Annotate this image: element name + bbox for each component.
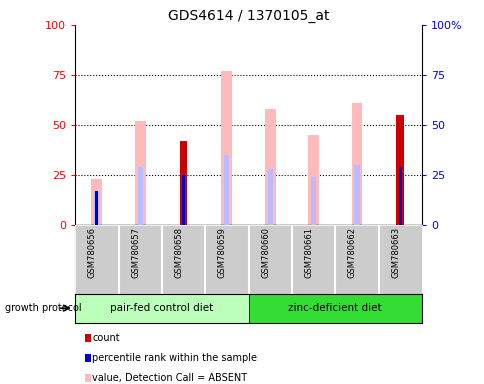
Text: GSM780658: GSM780658 bbox=[174, 227, 183, 278]
Bar bbox=[95, 191, 98, 225]
Text: count: count bbox=[92, 333, 120, 343]
Title: GDS4614 / 1370105_at: GDS4614 / 1370105_at bbox=[167, 8, 329, 23]
Bar bbox=[310, 177, 316, 225]
Bar bbox=[264, 109, 275, 225]
Bar bbox=[221, 71, 232, 225]
Text: GSM780657: GSM780657 bbox=[131, 227, 140, 278]
Text: GSM780659: GSM780659 bbox=[217, 227, 227, 278]
Bar bbox=[224, 155, 229, 225]
Text: value, Detection Call = ABSENT: value, Detection Call = ABSENT bbox=[92, 373, 247, 383]
Text: zinc-deficient diet: zinc-deficient diet bbox=[288, 303, 381, 313]
Bar bbox=[354, 165, 359, 225]
Text: GSM780663: GSM780663 bbox=[391, 227, 399, 278]
Bar bbox=[182, 175, 185, 225]
Bar bbox=[248, 294, 421, 323]
Bar bbox=[179, 141, 187, 225]
Text: GSM780662: GSM780662 bbox=[347, 227, 356, 278]
Bar bbox=[395, 115, 403, 225]
Bar bbox=[91, 179, 102, 225]
Text: percentile rank within the sample: percentile rank within the sample bbox=[92, 353, 257, 363]
Bar bbox=[94, 193, 99, 225]
Text: GSM780661: GSM780661 bbox=[304, 227, 313, 278]
Bar bbox=[137, 167, 142, 225]
Text: pair-fed control diet: pair-fed control diet bbox=[110, 303, 213, 313]
Bar bbox=[351, 103, 362, 225]
Bar bbox=[75, 294, 248, 323]
Bar bbox=[267, 169, 272, 225]
Text: GSM780660: GSM780660 bbox=[261, 227, 270, 278]
Text: growth protocol: growth protocol bbox=[5, 303, 81, 313]
Bar bbox=[398, 167, 401, 225]
Text: GSM780656: GSM780656 bbox=[88, 227, 97, 278]
Bar bbox=[135, 121, 145, 225]
Bar bbox=[307, 135, 318, 225]
